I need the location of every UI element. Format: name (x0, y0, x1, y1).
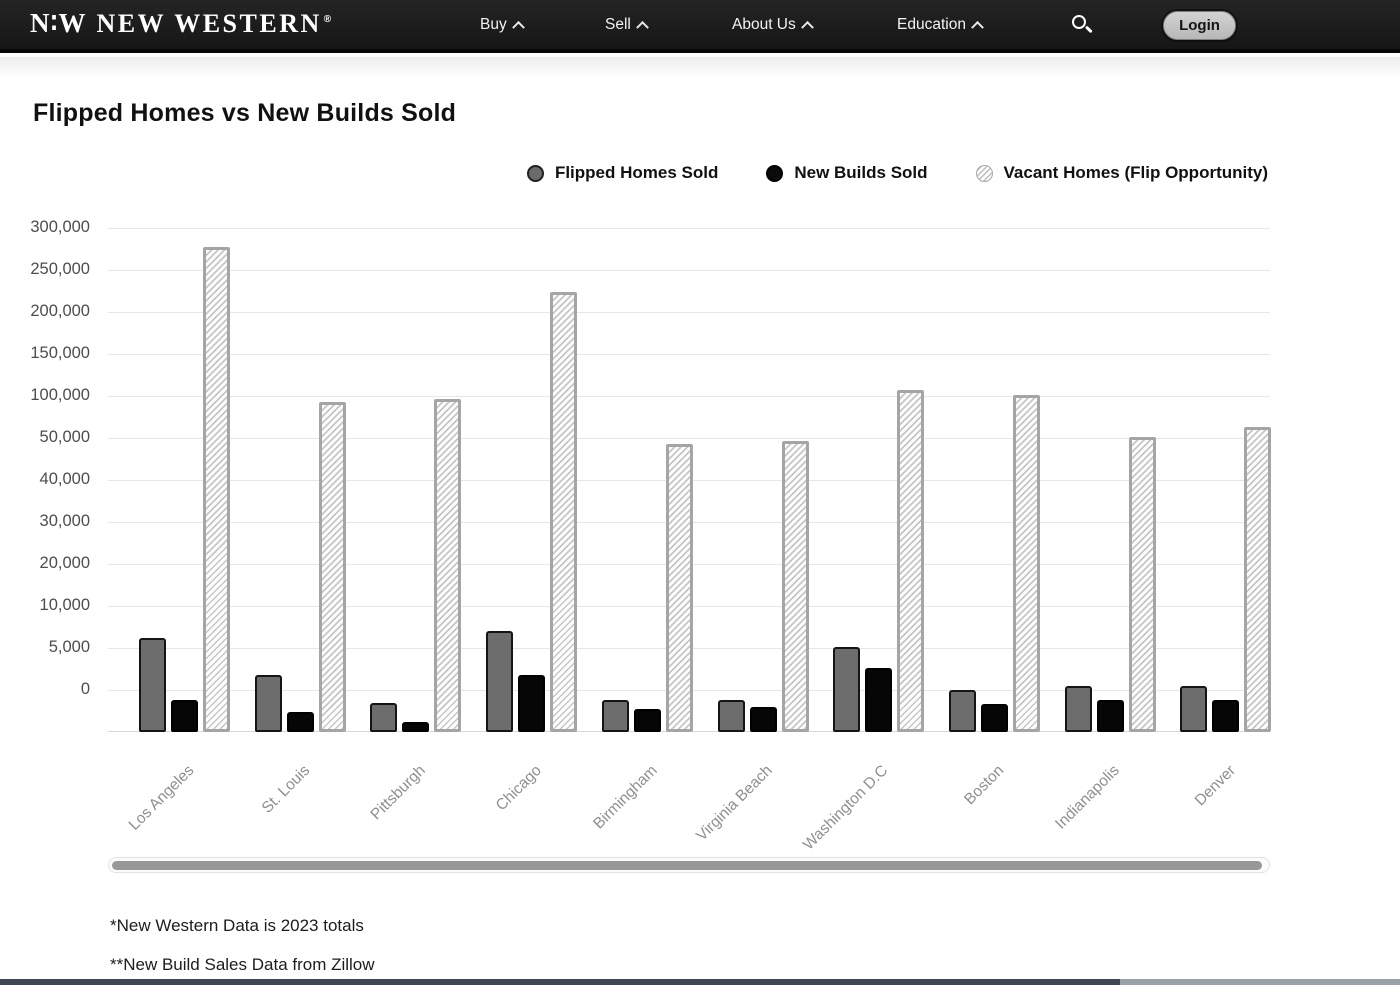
chevron-up-icon (511, 20, 525, 34)
chevron-up-icon (800, 20, 814, 34)
footnote-data-source: *New Western Data is 2023 totals (110, 916, 364, 935)
y-axis-tick-label: 5,000 (48, 638, 90, 656)
y-axis-tick-label: 250,000 (30, 260, 90, 278)
bar-flipped-homes-sold-denver (1180, 686, 1208, 732)
nav-item-label: Buy (480, 15, 507, 33)
bar-flipped-homes-sold-boston (948, 689, 976, 732)
legend-label: Flipped Homes Sold (554, 163, 719, 182)
x-axis-category-label: Los Angeles (125, 762, 198, 834)
next-section-edge-right (1120, 979, 1400, 985)
y-gridline (108, 354, 1270, 355)
bar-vacant-homes-flip-opportunity-st-louis (318, 401, 346, 732)
bar-flipped-homes-sold-washington-d-c (833, 647, 861, 732)
bar-new-builds-sold-st-louis (286, 711, 314, 732)
chevron-up-icon (635, 20, 649, 34)
bar-new-builds-sold-pittsburgh (402, 721, 430, 732)
bar-flipped-homes-sold-virginia-beach (717, 700, 745, 732)
search-circle (1072, 15, 1086, 29)
bar-new-builds-sold-boston (980, 704, 1008, 732)
page-title: Flipped Homes vs New Builds Sold (33, 99, 457, 127)
search-icon[interactable] (1070, 13, 1094, 37)
x-axis-category-label: Washington D.C (800, 762, 892, 854)
legend-item-vacant-homes[interactable]: Vacant Homes (Flip Opportunity) (975, 163, 1268, 183)
legend-label: Vacant Homes (Flip Opportunity) (1003, 163, 1268, 182)
x-axis-category-label: Indianapolis (1052, 762, 1124, 833)
nav-item-buy[interactable]: Buy (480, 0, 525, 49)
black-circle-swatch-icon (766, 164, 784, 182)
nav-item-sell[interactable]: Sell (605, 0, 649, 49)
nav-item-label: Education (897, 15, 966, 33)
bar-vacant-homes-flip-opportunity-birmingham (665, 444, 693, 732)
bar-new-builds-sold-washington-d-c (865, 667, 893, 732)
bar-vacant-homes-flip-opportunity-virginia-beach (781, 440, 809, 732)
legend-label: New Builds Sold (794, 163, 928, 182)
bar-new-builds-sold-virginia-beach (749, 706, 777, 732)
y-axis-tick-label: 30,000 (39, 512, 90, 530)
x-axis-category-label: Birmingham (589, 762, 661, 833)
bar-new-builds-sold-birmingham (633, 709, 661, 732)
y-axis-tick-label: 300,000 (30, 218, 90, 236)
header-fade (0, 57, 1400, 79)
x-axis-category-label: Virginia Beach (693, 762, 777, 845)
bar-new-builds-sold-indianapolis (1096, 700, 1124, 732)
bar-flipped-homes-sold-los-angeles (139, 637, 166, 732)
nav-item-education[interactable]: Education (897, 0, 984, 49)
top-navbar: N∶W NEW WESTERN ® Buy Sell About Us Educ… (0, 0, 1400, 53)
x-axis-category-label: Pittsburgh (367, 762, 429, 824)
bar-vacant-homes-flip-opportunity-washington-d-c (897, 390, 925, 732)
x-axis-category-label: St. Louis (258, 762, 314, 817)
bar-flipped-homes-sold-pittsburgh (370, 702, 398, 732)
y-axis-tick-label: 0 (80, 680, 90, 698)
bar-flipped-homes-sold-indianapolis (1064, 686, 1092, 732)
y-axis-tick-label: 150,000 (30, 344, 90, 362)
hatched-circle-swatch-icon (975, 164, 993, 182)
bar-new-builds-sold-chicago (518, 674, 546, 732)
bar-vacant-homes-flip-opportunity-chicago (550, 291, 578, 732)
x-axis-category-label: Boston (961, 762, 1008, 809)
y-gridline (108, 228, 1270, 229)
bar-new-builds-sold-los-angeles (171, 700, 198, 732)
y-gridline (108, 270, 1270, 271)
nav-item-label: About Us (732, 15, 796, 33)
y-axis-tick-label: 50,000 (39, 428, 90, 446)
bar-vacant-homes-flip-opportunity-denver (1244, 427, 1272, 732)
y-gridline (108, 438, 1270, 439)
registered-mark: ® (323, 14, 332, 25)
y-axis-tick-label: 100,000 (30, 386, 90, 404)
y-axis-tick-label: 20,000 (39, 554, 90, 572)
gray-circle-swatch-icon (526, 164, 544, 182)
nav-item-about-us[interactable]: About Us (732, 0, 814, 49)
login-button[interactable]: Login (1163, 11, 1236, 40)
legend-item-flipped-homes[interactable]: Flipped Homes Sold (526, 163, 719, 183)
y-gridline (108, 396, 1270, 397)
y-gridline (108, 312, 1270, 313)
bar-flipped-homes-sold-chicago (486, 631, 514, 732)
y-axis-tick-label: 10,000 (39, 596, 90, 614)
x-axis-category-label: Denver (1191, 762, 1239, 810)
chart-horizontal-scrollbar-thumb[interactable] (112, 861, 1262, 870)
brand-mark-icon: N∶W (30, 8, 87, 38)
next-section-edge (0, 979, 1400, 985)
footnote-zillow-source: **New Build Sales Data from Zillow (110, 955, 375, 974)
bar-vacant-homes-flip-opportunity-boston (1012, 395, 1040, 732)
bar-vacant-homes-flip-opportunity-indianapolis (1128, 437, 1156, 732)
brand-logo[interactable]: N∶W NEW WESTERN ® (30, 8, 331, 39)
bar-flipped-homes-sold-birmingham (601, 700, 629, 732)
y-axis-tick-label: 40,000 (39, 470, 90, 488)
bar-flipped-homes-sold-st-louis (254, 674, 282, 732)
chevron-up-icon (971, 20, 984, 34)
chart-legend: Flipped Homes Sold New Builds Sold Vacan… (0, 163, 1268, 183)
brand-name: NEW WESTERN (96, 9, 322, 38)
nav-item-label: Sell (605, 15, 631, 33)
x-axis-category-label: Chicago (492, 762, 545, 815)
bar-vacant-homes-flip-opportunity-pittsburgh (434, 398, 462, 732)
chart-horizontal-scrollbar-track[interactable] (108, 857, 1270, 873)
legend-item-new-builds[interactable]: New Builds Sold (766, 163, 928, 183)
y-axis-tick-label: 200,000 (30, 302, 90, 320)
search-handle (1085, 25, 1093, 33)
bar-vacant-homes-flip-opportunity-los-angeles (203, 246, 230, 732)
bar-new-builds-sold-denver (1212, 699, 1240, 732)
